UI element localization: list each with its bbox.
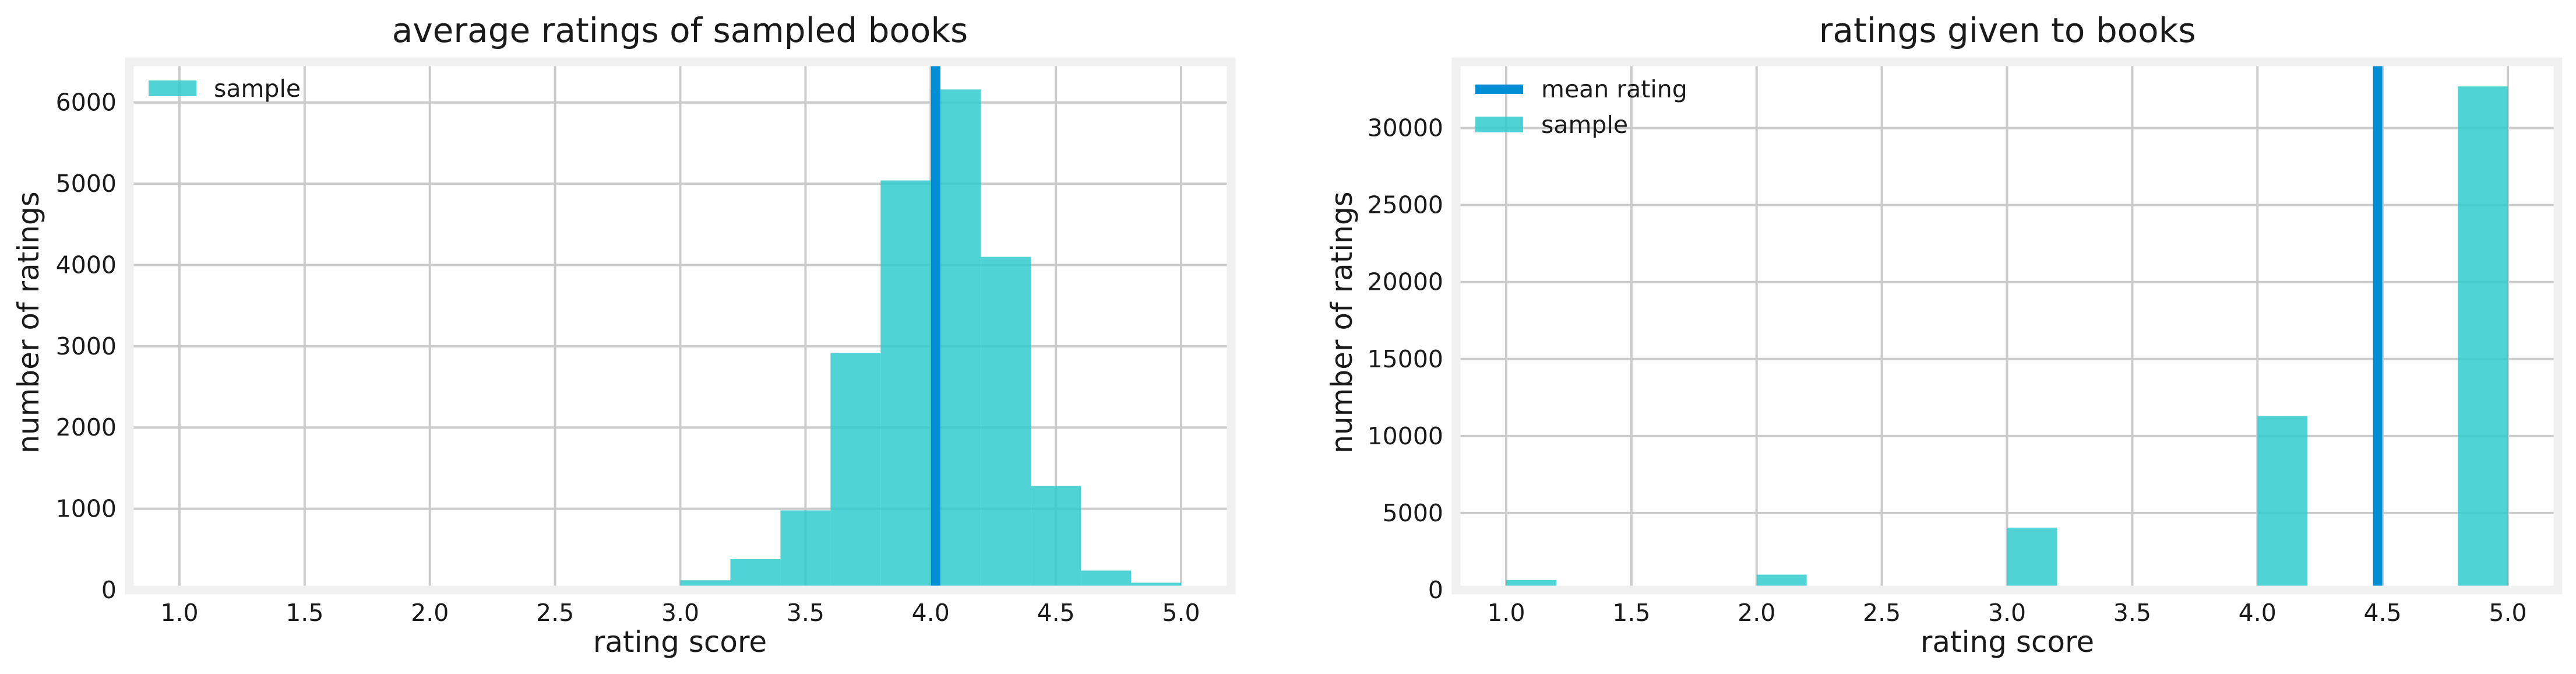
x-tick-label: 3.5: [787, 599, 824, 627]
x-tick-label: 1.0: [1487, 599, 1525, 627]
legend: mean rating sample: [1475, 75, 1687, 139]
y-tick-label: 30000: [1368, 114, 1443, 142]
chart-ratings-given: ratings given to books rating score numb…: [1325, 10, 2563, 659]
x-tick-label: 1.5: [1612, 599, 1650, 627]
x-tick-label: 1.0: [160, 599, 198, 627]
grid-lines: [1456, 62, 2558, 591]
x-tick-label: 3.0: [661, 599, 699, 627]
x-tick-label: 2.0: [1738, 599, 1775, 627]
histogram-bar: [730, 559, 781, 590]
x-tick-label: 2.5: [536, 599, 574, 627]
y-tick-label: 25000: [1368, 191, 1443, 219]
y-tick-label: 5000: [56, 170, 117, 198]
histogram-bar: [830, 352, 881, 590]
histogram-bars: [1506, 86, 2508, 590]
legend-label-sample: sample: [214, 75, 301, 103]
x-axis-label: rating score: [1920, 625, 2094, 659]
histogram-bar: [2458, 86, 2508, 590]
histogram-bar: [2007, 528, 2057, 590]
x-tick-labels: 1.0 1.5 2.0 2.5 3.0 3.5 4.0 4.5 5.0: [1487, 599, 2526, 627]
y-axis-label: number of ratings: [1325, 191, 1359, 453]
y-tick-label: 6000: [56, 89, 117, 117]
y-tick-labels: 0 1000 2000 3000 4000 5000 6000: [56, 89, 117, 604]
y-tick-label: 0: [101, 576, 117, 604]
legend-label-mean-rating: mean rating: [1541, 75, 1687, 103]
y-tick-label: 3000: [56, 332, 117, 360]
chart-average-ratings: average ratings of sampled books rating …: [12, 10, 1236, 659]
y-tick-label: 5000: [1383, 499, 1443, 527]
y-tick-label: 15000: [1368, 345, 1443, 373]
histogram-bar: [780, 510, 831, 590]
x-tick-label: 2.5: [1863, 599, 1901, 627]
y-tick-labels: 0 5000 10000 15000 20000 25000 30000: [1368, 114, 1443, 604]
x-tick-label: 4.0: [2239, 599, 2277, 627]
histogram-bar: [2257, 416, 2308, 590]
x-tick-label: 4.5: [1037, 599, 1075, 627]
chart-title: ratings given to books: [1819, 10, 2196, 50]
histogram-bars: [680, 89, 1182, 591]
x-tick-label: 3.5: [2113, 599, 2151, 627]
x-tick-labels: 1.0 1.5 2.0 2.5 3.0 3.5 4.0 4.5 5.0: [160, 599, 1200, 627]
x-axis-label: rating score: [593, 625, 767, 659]
plot-frame: [1451, 57, 2563, 595]
y-tick-label: 20000: [1368, 268, 1443, 296]
y-tick-label: 10000: [1368, 422, 1443, 450]
legend-swatch-sample: [1475, 117, 1523, 132]
y-tick-label: 4000: [56, 251, 117, 279]
x-tick-label: 5.0: [1162, 599, 1200, 627]
histogram-bar: [1031, 486, 1081, 590]
x-tick-label: 4.5: [2364, 599, 2402, 627]
x-tick-label: 4.0: [912, 599, 950, 627]
y-tick-label: 1000: [56, 495, 117, 523]
y-tick-label: 2000: [56, 413, 117, 441]
x-tick-label: 1.5: [286, 599, 323, 627]
y-axis-label: number of ratings: [12, 191, 45, 453]
x-tick-label: 2.0: [411, 599, 449, 627]
x-tick-label: 3.0: [1988, 599, 2026, 627]
plot-frame: [125, 57, 1236, 595]
histogram-bar: [880, 180, 931, 590]
legend-swatch-sample: [149, 80, 196, 96]
y-tick-label: 0: [1428, 576, 1443, 604]
chart-title: average ratings of sampled books: [392, 10, 968, 50]
x-tick-label: 5.0: [2489, 599, 2526, 627]
legend-label-sample: sample: [1541, 111, 1628, 139]
histogram-bar: [981, 257, 1031, 590]
legend: sample: [149, 75, 301, 103]
